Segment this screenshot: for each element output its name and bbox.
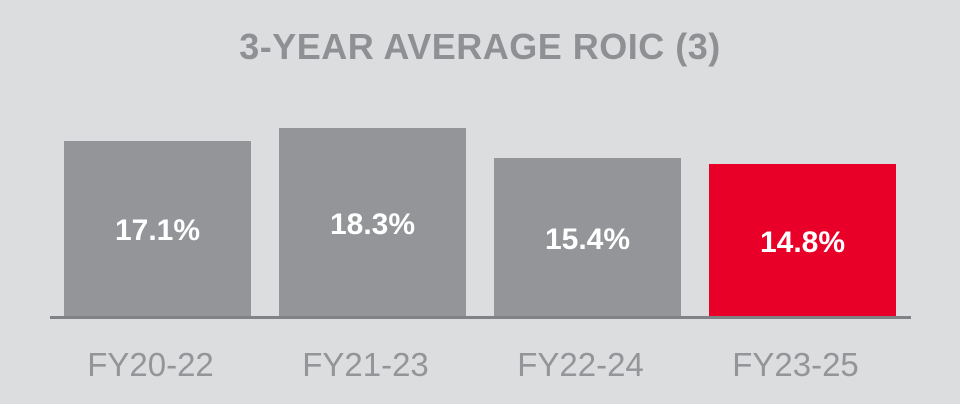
bar-value-label: 15.4% [544, 223, 631, 257]
x-axis-label-fy20-22: FY20-22 [87, 346, 214, 383]
bar-fy21-23: 18.3% [279, 128, 466, 316]
bar-value-label: 18.3% [329, 208, 416, 242]
x-axis-baseline [50, 316, 911, 319]
chart-title: 3-YEAR AVERAGE ROIC (3) [239, 26, 721, 67]
bar-fy23-25-highlighted: 14.8% [709, 164, 896, 316]
bar-fy22-24: 15.4% [494, 158, 681, 316]
bar-value-label: 17.1% [114, 214, 201, 248]
bar-value-label: 14.8% [759, 226, 846, 260]
x-axis-label-fy21-23: FY21-23 [302, 346, 429, 383]
x-axis-label-fy23-25: FY23-25 [732, 346, 859, 383]
x-axis-label-fy22-24: FY22-24 [517, 346, 644, 383]
bar-fy20-22: 17.1% [64, 140, 251, 316]
